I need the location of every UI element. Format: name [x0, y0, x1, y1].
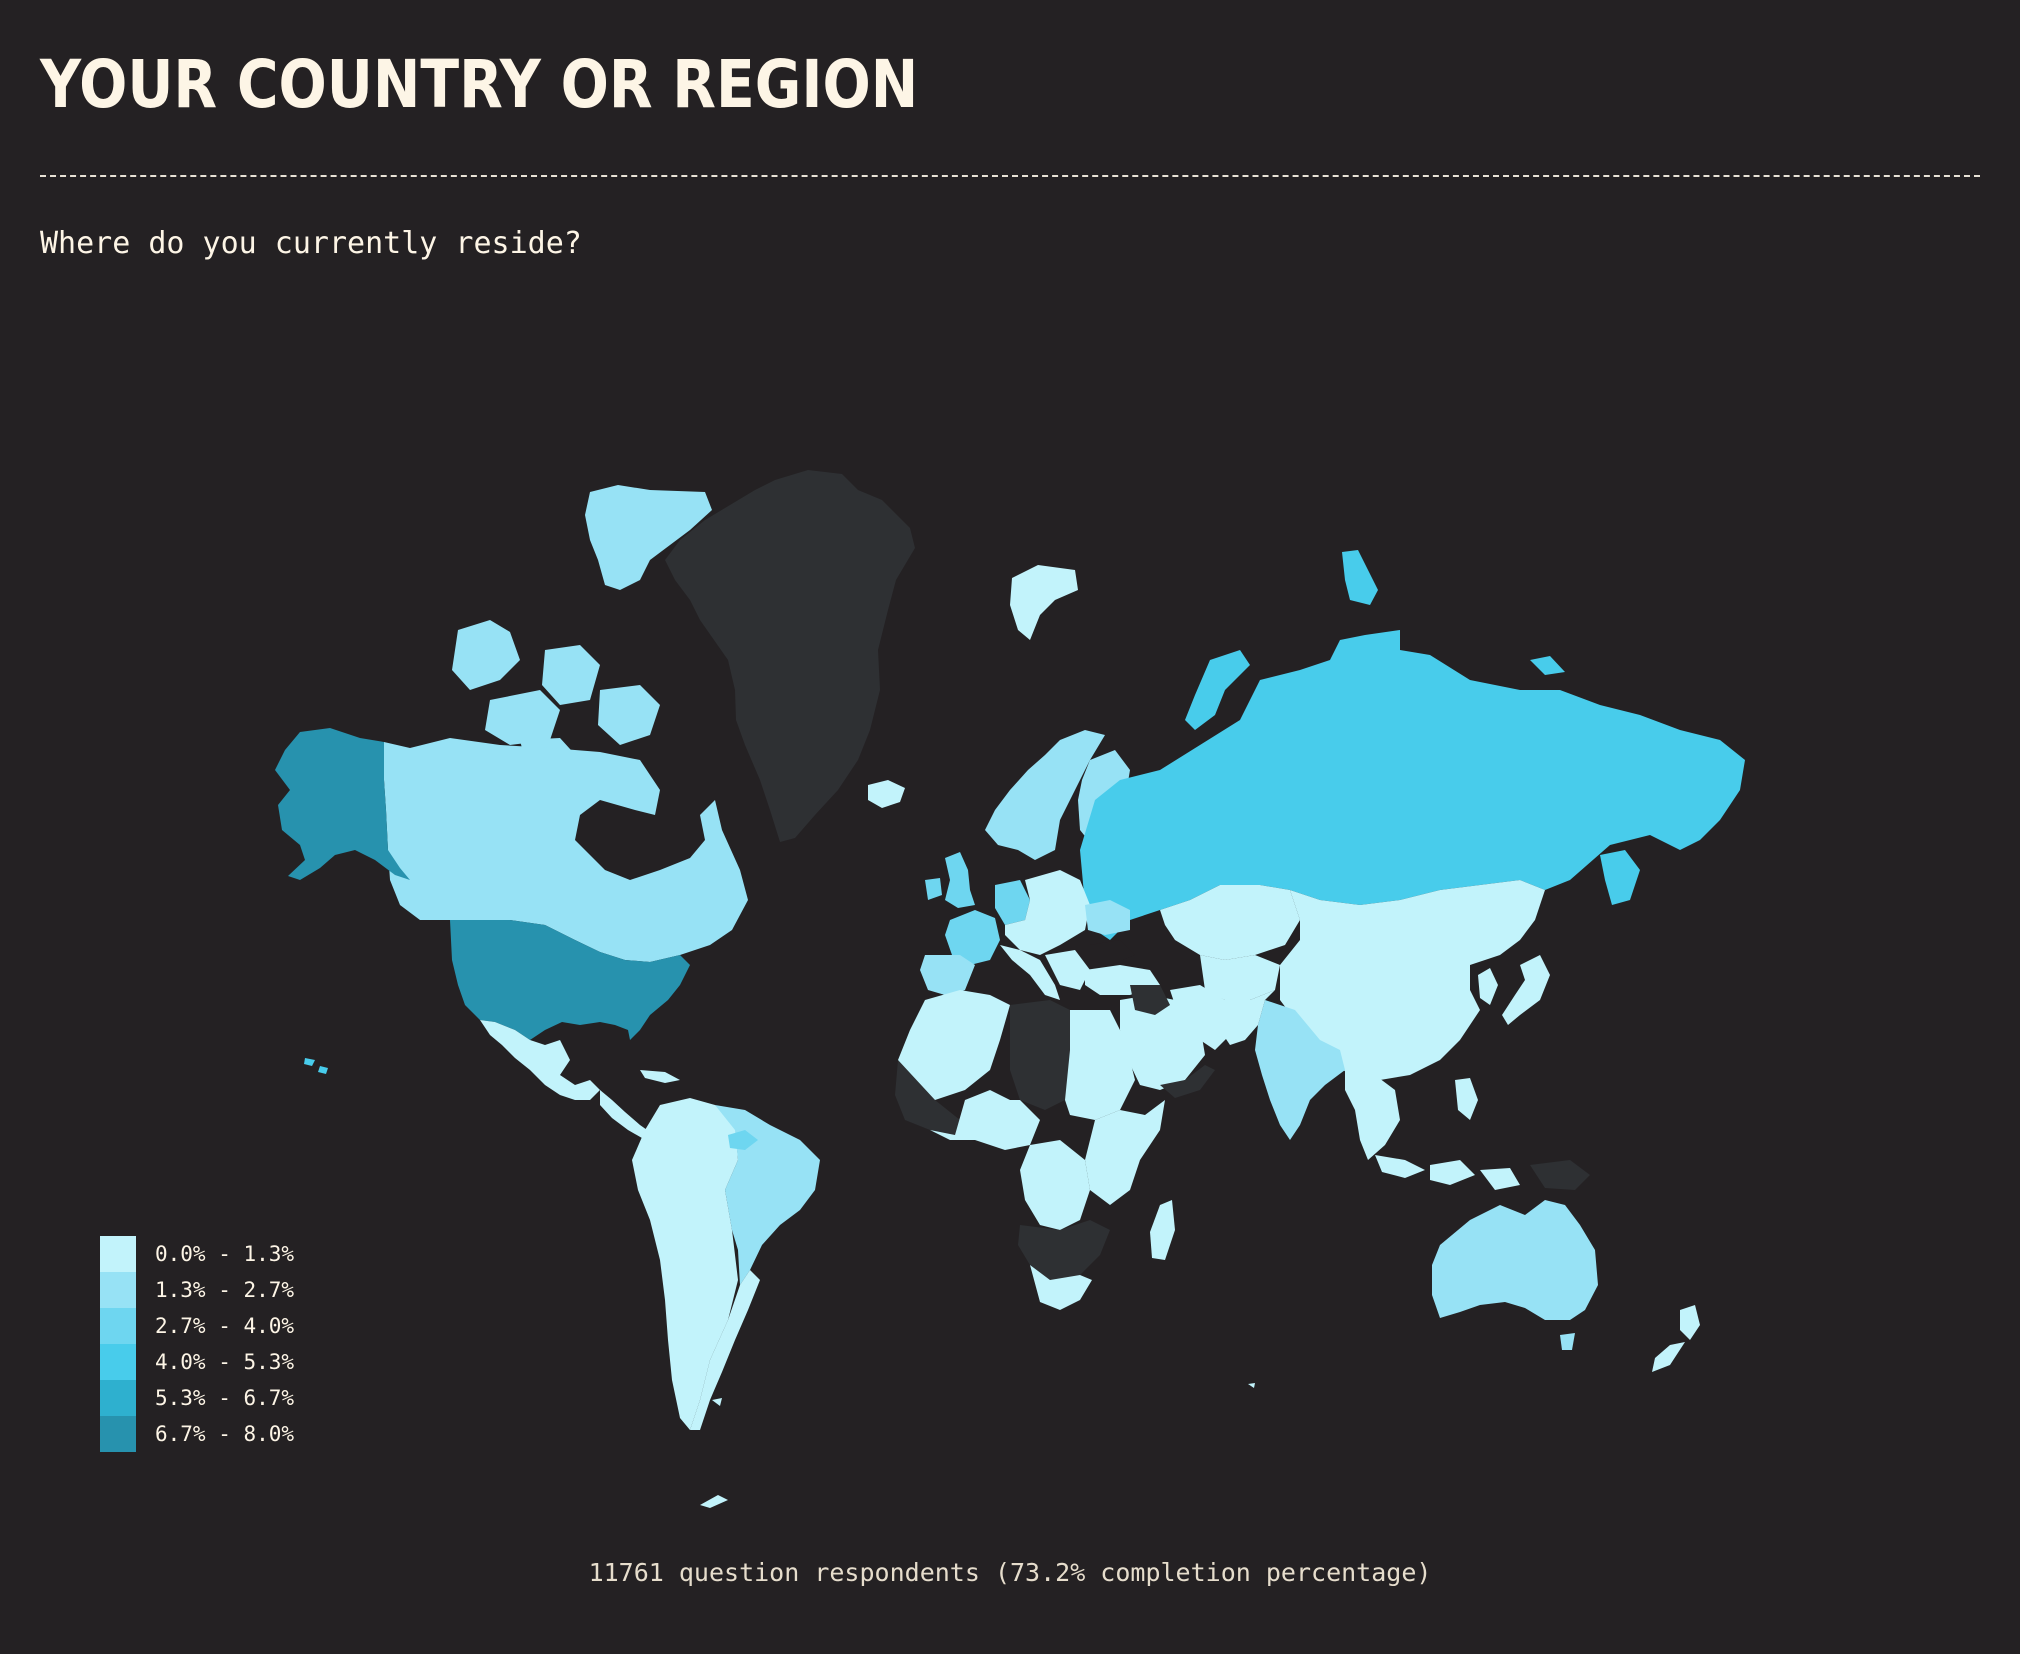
- region-indonesia[interactable]: [1375, 1155, 1520, 1190]
- region-north-africa[interactable]: [898, 990, 1010, 1100]
- region-west-africa-no-data[interactable]: [895, 1060, 960, 1135]
- region-pakistan-afghanistan[interactable]: [1220, 990, 1275, 1045]
- legend-item: 1.3% - 2.7%: [100, 1272, 294, 1308]
- legend-item: 5.3% - 6.7%: [100, 1380, 294, 1416]
- region-united-kingdom[interactable]: [945, 852, 975, 908]
- region-southern-africa-no-data[interactable]: [1018, 1220, 1110, 1280]
- legend-item: 6.7% - 8.0%: [100, 1416, 294, 1452]
- region-scandinavia[interactable]: [985, 730, 1105, 860]
- legend-swatch: [100, 1272, 136, 1308]
- region-iraq-syria[interactable]: [1130, 985, 1170, 1015]
- region-papua[interactable]: [1530, 1160, 1590, 1190]
- legend-item: 4.0% - 5.3%: [100, 1344, 294, 1380]
- region-ukraine[interactable]: [1085, 900, 1130, 935]
- region-france[interactable]: [945, 910, 1000, 965]
- legend-label: 5.3% - 6.7%: [155, 1386, 295, 1410]
- legend-swatch: [100, 1380, 136, 1416]
- legend-label: 4.0% - 5.3%: [155, 1350, 295, 1374]
- legend-label: 0.0% - 1.3%: [155, 1242, 295, 1266]
- region-west-africa[interactable]: [930, 1090, 1040, 1150]
- region-korea[interactable]: [1478, 968, 1498, 1005]
- region-iberia[interactable]: [920, 955, 975, 995]
- legend-item: 0.0% - 1.3%: [100, 1236, 294, 1272]
- region-iran[interactable]: [1170, 985, 1235, 1050]
- legend-label: 1.3% - 2.7%: [155, 1278, 295, 1302]
- region-falklands[interactable]: [712, 1398, 722, 1406]
- region-canada[interactable]: [384, 738, 748, 962]
- region-japan[interactable]: [1502, 955, 1550, 1025]
- region-yemen[interactable]: [1160, 1065, 1215, 1098]
- region-madagascar[interactable]: [1150, 1200, 1175, 1260]
- legend-label: 2.7% - 4.0%: [155, 1314, 295, 1338]
- region-central-america[interactable]: [600, 1090, 650, 1138]
- region-south-america-west[interactable]: [632, 1098, 738, 1430]
- region-kazakhstan[interactable]: [1160, 885, 1300, 960]
- region-tasmania[interactable]: [1560, 1333, 1575, 1350]
- region-russia[interactable]: [1080, 630, 1745, 940]
- question-text: Where do you currently reside?: [40, 226, 582, 261]
- legend-item: 2.7% - 4.0%: [100, 1308, 294, 1344]
- region-egypt-sudan[interactable]: [1065, 1010, 1135, 1120]
- legend-label: 6.7% - 8.0%: [155, 1422, 295, 1446]
- region-kerguelen[interactable]: [1248, 1383, 1255, 1388]
- region-central-asia-south[interactable]: [1200, 955, 1280, 1000]
- region-brazil[interactable]: [715, 1105, 820, 1285]
- region-china[interactable]: [1280, 880, 1545, 1080]
- region-central-europe[interactable]: [1005, 870, 1090, 955]
- legend-swatch: [100, 1416, 136, 1452]
- region-alaska[interactable]: [275, 728, 410, 880]
- dashed-divider: [40, 175, 1980, 177]
- region-southeast-asia[interactable]: [1345, 1070, 1400, 1160]
- region-hawaii[interactable]: [304, 1058, 328, 1074]
- page-title: YOUR COUNTRY OR REGION: [40, 46, 919, 123]
- color-legend: 0.0% - 1.3% 1.3% - 2.7% 2.7% - 4.0% 4.0%…: [100, 1236, 294, 1452]
- legend-swatch: [100, 1344, 136, 1380]
- region-south-georgia[interactable]: [700, 1495, 728, 1508]
- region-philippines[interactable]: [1455, 1078, 1478, 1120]
- region-south-africa[interactable]: [1030, 1265, 1092, 1310]
- region-east-africa[interactable]: [1085, 1100, 1165, 1205]
- region-novaya-zemlya[interactable]: [1185, 650, 1250, 730]
- region-argentina-south[interactable]: [690, 1270, 760, 1430]
- region-venezuela-guyana[interactable]: [728, 1130, 758, 1150]
- region-libya[interactable]: [1010, 1000, 1070, 1110]
- region-germany[interactable]: [995, 880, 1030, 925]
- legend-swatch: [100, 1308, 136, 1344]
- region-mexico[interactable]: [480, 1020, 600, 1100]
- region-iceland[interactable]: [868, 780, 905, 808]
- region-italy-balkans[interactable]: [1000, 945, 1090, 1000]
- region-new-zealand[interactable]: [1652, 1305, 1700, 1372]
- region-australia[interactable]: [1432, 1200, 1598, 1320]
- legend-swatch: [100, 1236, 136, 1272]
- region-canada-islands[interactable]: [452, 620, 660, 782]
- region-russia-north-islands[interactable]: [1342, 550, 1565, 675]
- region-svalbard[interactable]: [1010, 565, 1078, 640]
- respondents-footer: 11761 question respondents (73.2% comple…: [588, 1558, 1432, 1587]
- region-india[interactable]: [1255, 1000, 1345, 1140]
- region-central-africa[interactable]: [1020, 1140, 1090, 1230]
- region-russia-far-east[interactable]: [1600, 850, 1640, 905]
- region-canada-arctic[interactable]: [585, 485, 712, 590]
- black-sea: [1090, 940, 1135, 965]
- region-greenland[interactable]: [665, 470, 915, 842]
- region-united-states[interactable]: [450, 920, 690, 1040]
- region-cuba[interactable]: [640, 1070, 680, 1083]
- region-ireland[interactable]: [925, 878, 942, 900]
